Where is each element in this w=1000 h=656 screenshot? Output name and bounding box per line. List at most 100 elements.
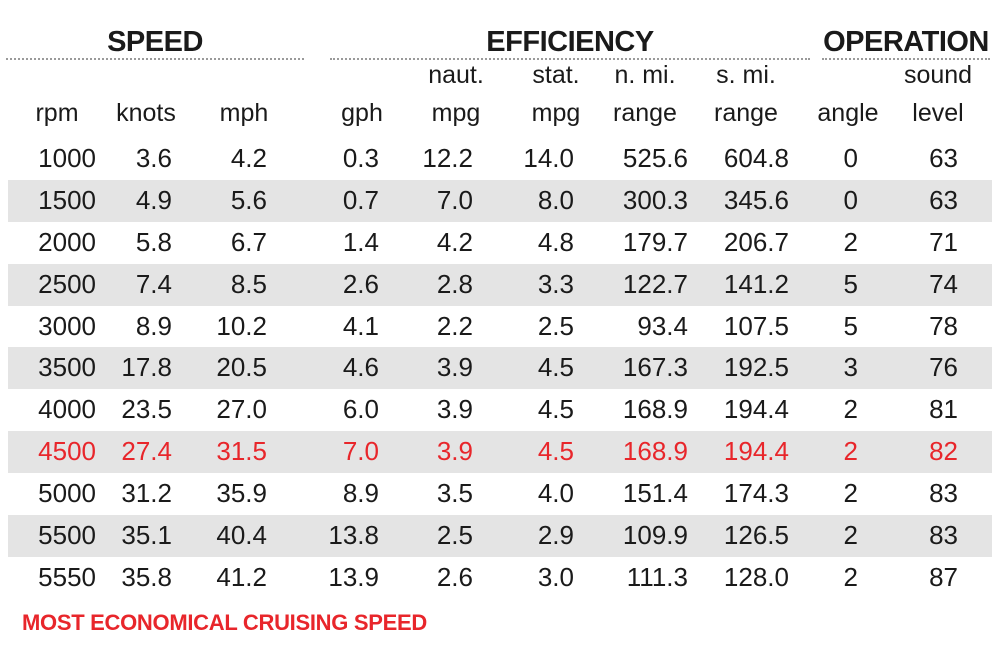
cell-gph: 0.7 (342, 184, 379, 215)
cell-knots: 4.9 (135, 184, 172, 215)
cell-knots: 35.8 (121, 561, 172, 592)
cell-naut-mpg: 3.9 (436, 352, 473, 383)
header-stat-mpg-line2: mpg (531, 99, 581, 127)
header-nmi-range-line1: n. mi. (614, 61, 676, 89)
cell-sound-level: 76 (929, 352, 958, 383)
header-stat-mpg-line1: stat. (532, 61, 580, 89)
cell-gph: 4.6 (342, 352, 379, 383)
cell-stat-mpg: 4.8 (537, 226, 574, 257)
cell-smi-range: 206.7 (723, 226, 789, 257)
header-nmi-range-line2: range (613, 99, 677, 127)
header-naut-mpg-line1: naut. (428, 61, 484, 89)
cell-rpm: 1000 (38, 143, 96, 173)
cell-angle: 0 (843, 184, 858, 215)
cell-angle: 2 (843, 226, 858, 257)
table-row: 5550 35.8 41.2 13.9 2.6 3.0 111.3 128.0 2 87 (8, 557, 992, 599)
cell-mph: 40.4 (216, 520, 267, 551)
cell-angle: 3 (843, 352, 858, 383)
cell-nmi-range: 168.9 (622, 436, 688, 467)
cell-gph: 7.0 (342, 436, 379, 467)
cell-mph: 8.5 (230, 268, 267, 299)
cell-knots: 3.6 (135, 143, 172, 173)
cell-knots: 5.8 (135, 226, 172, 257)
cell-nmi-range: 111.3 (626, 561, 688, 592)
table-row: 1000 3.6 4.2 0.3 12.2 14.0 525.6 604.8 0 63 (8, 138, 992, 180)
cell-gph: 13.9 (328, 561, 379, 592)
cell-sound-level: 82 (929, 436, 958, 467)
cell-angle: 2 (843, 561, 858, 592)
cell-knots: 31.2 (121, 478, 172, 509)
cell-mph: 27.0 (216, 394, 267, 425)
cell-smi-range: 192.5 (723, 352, 789, 383)
cell-angle: 5 (843, 310, 858, 341)
cell-sound-level: 74 (929, 268, 958, 299)
cell-angle: 2 (843, 478, 858, 509)
cell-naut-mpg: 3.9 (436, 394, 473, 425)
cell-sound-level: 81 (929, 394, 958, 425)
cell-nmi-range: 109.9 (622, 520, 688, 551)
cell-sound-level: 83 (929, 520, 958, 551)
cell-smi-range: 604.8 (723, 143, 789, 173)
cell-smi-range: 194.4 (723, 436, 789, 467)
cell-knots: 23.5 (121, 394, 172, 425)
cell-rpm: 4000 (38, 394, 96, 425)
cell-sound-level: 83 (929, 478, 958, 509)
cell-mph: 31.5 (216, 436, 267, 467)
cell-angle: 2 (843, 520, 858, 551)
cell-knots: 17.8 (121, 352, 172, 383)
header-naut-mpg-line2: mpg (431, 99, 481, 127)
cell-rpm: 3000 (38, 310, 96, 341)
cell-naut-mpg: 3.5 (436, 478, 473, 509)
group-title-efficiency: EFFICIENCY (330, 24, 810, 60)
cell-sound-level: 87 (929, 561, 958, 592)
cell-rpm: 2500 (38, 268, 96, 299)
group-title-speed: SPEED (6, 24, 304, 60)
header-rpm-line2: rpm (35, 99, 79, 127)
cell-gph: 8.9 (342, 478, 379, 509)
cell-mph: 35.9 (216, 478, 267, 509)
cell-smi-range: 345.6 (723, 184, 789, 215)
cell-stat-mpg: 2.9 (537, 520, 574, 551)
footnote: MOST ECONOMICAL CRUISING SPEED (22, 610, 427, 635)
cell-gph: 6.0 (342, 394, 379, 425)
cell-angle: 5 (843, 268, 858, 299)
cell-stat-mpg: 3.0 (537, 561, 574, 592)
cell-sound-level: 63 (929, 143, 958, 173)
cell-stat-mpg: 4.5 (537, 436, 574, 467)
cell-nmi-range: 151.4 (622, 478, 688, 509)
cell-knots: 27.4 (121, 436, 172, 467)
cell-sound-level: 78 (929, 310, 958, 341)
cell-sound-level: 63 (929, 184, 958, 215)
cell-gph: 2.6 (342, 268, 379, 299)
cell-gph: 13.8 (328, 520, 379, 551)
cell-smi-range: 107.5 (723, 310, 789, 341)
header-angle-line2: angle (817, 99, 879, 127)
table-row: 5000 31.2 35.9 8.9 3.5 4.0 151.4 174.3 2 83 (8, 473, 992, 515)
table-row-highlighted: 4500 27.4 31.5 7.0 3.9 4.5 168.9 194.4 2 82 (8, 431, 992, 474)
cell-stat-mpg: 4.0 (537, 478, 574, 509)
cell-mph: 10.2 (216, 310, 267, 341)
header-knots-line2: knots (116, 99, 176, 127)
cell-rpm: 1500 (38, 184, 96, 215)
cell-smi-range: 174.3 (723, 478, 789, 509)
cell-stat-mpg: 2.5 (537, 310, 574, 341)
table-row: 3000 8.9 10.2 4.1 2.2 2.5 93.4 107.5 5 78 (8, 306, 992, 348)
cell-naut-mpg: 2.6 (436, 561, 473, 592)
cell-naut-mpg: 12.2 (422, 143, 473, 173)
header-smi-range-line2: range (714, 99, 778, 127)
cell-mph: 5.6 (230, 184, 267, 215)
table-row: 2000 5.8 6.7 1.4 4.2 4.8 179.7 206.7 2 71 (8, 222, 992, 264)
cell-smi-range: 141.2 (723, 268, 789, 299)
cell-naut-mpg: 3.9 (436, 436, 473, 467)
cell-naut-mpg: 2.5 (436, 520, 473, 551)
cell-stat-mpg: 4.5 (537, 394, 574, 425)
cell-gph: 4.1 (342, 310, 379, 341)
cell-stat-mpg: 8.0 (537, 184, 574, 215)
cell-rpm: 2000 (38, 226, 96, 257)
cell-mph: 4.2 (230, 143, 267, 173)
cell-angle: 2 (843, 436, 858, 467)
header-gph-line2: gph (341, 99, 383, 127)
cell-nmi-range: 122.7 (622, 268, 688, 299)
table-row: 4000 23.5 27.0 6.0 3.9 4.5 168.9 194.4 2 81 (8, 389, 992, 431)
cell-nmi-range: 525.6 (622, 143, 688, 173)
